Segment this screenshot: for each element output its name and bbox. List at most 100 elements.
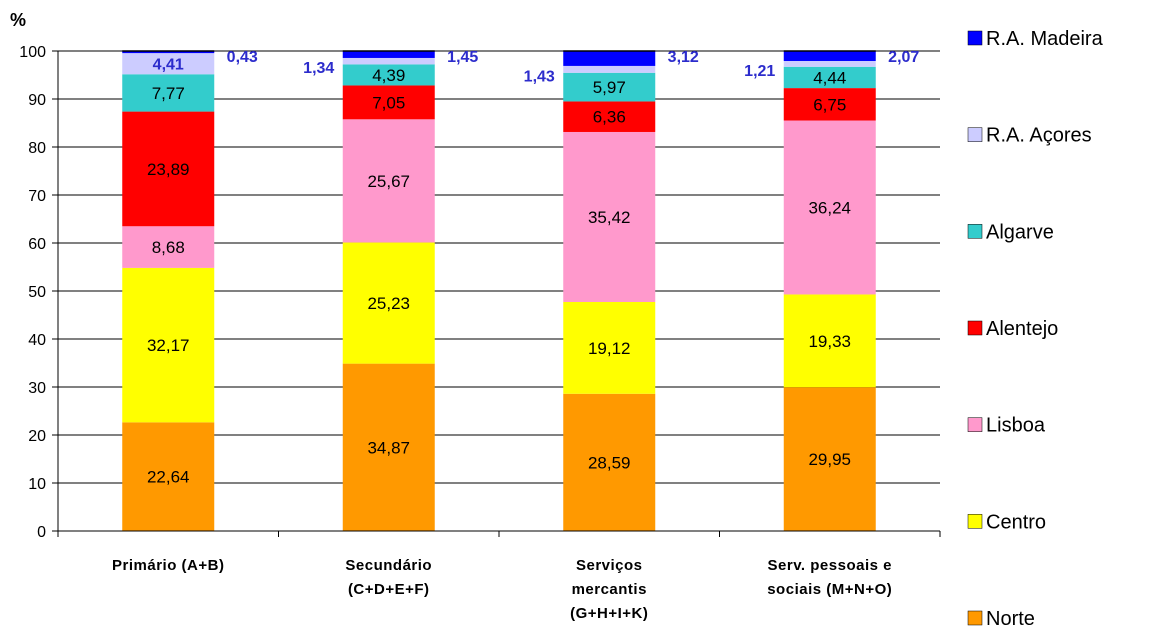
legend-label: Centro xyxy=(986,511,1046,533)
data-label: 1,43 xyxy=(524,68,555,85)
bar-segment xyxy=(342,51,435,58)
category-label: Primário (A+B) xyxy=(112,557,224,574)
data-label: 36,24 xyxy=(808,198,851,217)
bar-segment xyxy=(563,131,656,302)
y-tick-label: 10 xyxy=(28,476,46,493)
legend-label: Algarve xyxy=(986,221,1054,243)
bar-segment xyxy=(122,422,215,531)
data-label: 7,05 xyxy=(372,93,405,112)
data-label: 25,23 xyxy=(367,294,410,313)
y-tick-label: 60 xyxy=(28,236,46,253)
bar-segment xyxy=(342,119,435,243)
y-tick-label: 20 xyxy=(28,428,46,445)
data-label: 35,42 xyxy=(588,208,631,227)
bar-segment xyxy=(122,226,215,268)
data-label: 1,34 xyxy=(303,60,334,77)
legend: R.A. Madeira R.A. Açores Algarve Alentejo Li… xyxy=(967,28,1104,630)
y-tick-label: 70 xyxy=(28,188,46,205)
data-label: 28,59 xyxy=(588,453,631,472)
y-unit-label: % xyxy=(10,10,26,30)
legend-swatch xyxy=(967,610,983,626)
bar-segment xyxy=(783,60,876,67)
bars-layer xyxy=(122,50,876,531)
bar-segment xyxy=(342,57,435,65)
axis-layer: 0 10 20 30 40 50 60 70 80 90 100 Primário (A+B) Secu… xyxy=(19,44,941,622)
bar-segment xyxy=(122,111,215,227)
category-label-line: Serv. pessoais e xyxy=(768,557,892,574)
data-label: 0,43 xyxy=(227,49,258,66)
data-label: 3,12 xyxy=(668,49,699,66)
y-tick-label: 100 xyxy=(19,44,46,61)
category-label-line: mercantis xyxy=(572,581,647,598)
data-label: 34,87 xyxy=(367,438,410,457)
bar-segment xyxy=(563,393,656,531)
bar-segment xyxy=(783,387,876,531)
bar-segment xyxy=(342,85,435,120)
category-label-line: Primário (A+B) xyxy=(112,557,224,574)
legend-swatch xyxy=(967,514,983,529)
data-label: 19,12 xyxy=(588,339,631,358)
bar-segment xyxy=(563,65,656,73)
legend-label: Lisboa xyxy=(986,415,1046,437)
data-label: 22,64 xyxy=(147,468,190,487)
data-label: 4,39 xyxy=(372,66,405,85)
data-label: 32,17 xyxy=(147,336,190,355)
labels-layer: 22,64 32,17 8,68 23,89 7,77 4,41 0,43 34,87 25,2… xyxy=(147,49,919,487)
data-label: 7,77 xyxy=(152,84,185,103)
bar-segment xyxy=(783,88,876,121)
bar-segment xyxy=(122,53,215,75)
data-label: 2,07 xyxy=(888,49,919,66)
bar-segment xyxy=(563,101,656,132)
legend-label: R.A. Madeira xyxy=(986,28,1104,50)
bar-segment xyxy=(783,66,876,89)
data-label: 8,68 xyxy=(152,238,185,257)
legend-swatch xyxy=(967,224,983,239)
legend-label: Alentejo xyxy=(986,318,1058,340)
category-label: Serv. pessoais e sociais (M+N+O) xyxy=(767,557,892,598)
data-label: 1,45 xyxy=(447,49,478,66)
category-label-line: (G+H+I+K) xyxy=(570,605,648,622)
bar-segment xyxy=(122,267,215,423)
category-label-line: Secundário xyxy=(345,557,432,574)
category-label: Secundário (C+D+E+F) xyxy=(345,557,432,598)
bar-segment xyxy=(563,72,656,102)
y-tick-label: 0 xyxy=(37,524,46,541)
data-label: 19,33 xyxy=(808,332,851,351)
legend-swatch xyxy=(967,320,983,336)
data-label: 6,36 xyxy=(593,108,626,127)
bar-segment xyxy=(342,363,435,531)
category-label-line: Serviços xyxy=(576,557,643,574)
data-label: 4,44 xyxy=(813,68,846,87)
bar-segment xyxy=(783,294,876,388)
y-tick-label: 30 xyxy=(28,380,46,397)
bar-segment xyxy=(563,301,656,394)
bar-segment xyxy=(342,64,435,86)
bar-segment xyxy=(122,74,215,112)
y-tick-label: 40 xyxy=(28,332,46,349)
category-label-line: sociais (M+N+O) xyxy=(767,581,892,598)
data-label: 23,89 xyxy=(147,160,190,179)
category-label-line: (C+D+E+F) xyxy=(348,581,430,598)
y-tick-label: 50 xyxy=(28,284,46,301)
y-tick-label: 80 xyxy=(28,140,46,157)
legend-swatch xyxy=(967,127,983,142)
data-label: 25,67 xyxy=(367,172,410,191)
legend-swatch xyxy=(967,417,983,432)
data-label: 4,41 xyxy=(153,57,184,74)
bar-segment xyxy=(122,51,215,54)
data-label: 29,95 xyxy=(808,450,851,469)
category-label: Serviços mercantis (G+H+I+K) xyxy=(570,557,648,622)
legend-swatch xyxy=(967,30,983,46)
bar-segment xyxy=(783,120,876,295)
data-label: 1,21 xyxy=(744,63,775,80)
legend-label: R.A. Açores xyxy=(986,125,1092,147)
y-tick-label: 90 xyxy=(28,92,46,109)
data-label: 6,75 xyxy=(813,95,846,114)
bar-segment xyxy=(563,50,656,66)
bar-segment xyxy=(783,51,876,61)
data-label: 5,97 xyxy=(593,78,626,97)
legend-label: Norte xyxy=(986,608,1035,630)
bar-segment xyxy=(342,242,435,364)
